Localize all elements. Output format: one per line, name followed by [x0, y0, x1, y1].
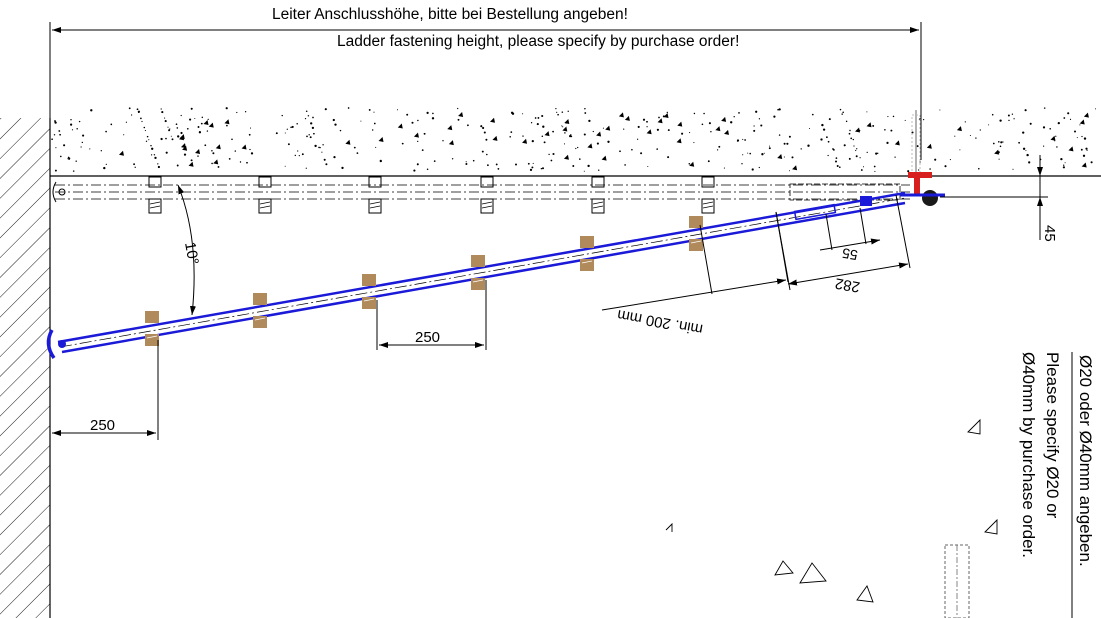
ladder-rung	[580, 236, 594, 271]
dim-45	[940, 155, 1048, 240]
dim-45-label: 45	[1041, 225, 1058, 242]
wall-hatching	[0, 118, 51, 618]
dim-55-label: 55	[841, 245, 859, 263]
angle-annotation: 10°	[177, 184, 202, 316]
wall-offset-dimension: 250	[52, 340, 159, 440]
folded-ladder	[52, 176, 910, 214]
fastening-height-note-de: Leiter Anschlusshöhe, bitte bei Bestellu…	[272, 6, 628, 23]
wall-anchor	[900, 110, 945, 206]
folded-rung	[701, 176, 715, 214]
floor-aggregate	[665, 418, 998, 603]
rung-spacing-dimension: 250	[376, 280, 487, 350]
wall-offset-label: 250	[90, 417, 115, 434]
min-clearance-label: min. 200 mm	[616, 306, 704, 338]
folded-rung	[368, 176, 382, 214]
folded-rung	[480, 176, 494, 214]
fastening-height-note-en: Ladder fastening height, please specify …	[337, 33, 740, 50]
diameter-note-en-2: Ø40mm by purchase order.	[1019, 352, 1038, 558]
ladder-rung	[145, 311, 159, 346]
folded-rung	[148, 176, 162, 214]
dim-282: 282	[775, 194, 911, 295]
concrete-ceiling	[50, 107, 1101, 177]
folded-rung	[258, 176, 272, 214]
diameter-note-de: Ø20 oder Ø40mm angeben.	[1076, 355, 1095, 567]
ladder-rung	[689, 216, 703, 251]
diameter-note-en-1: Please specify Ø20 or	[1043, 352, 1062, 519]
dim-282-label: 282	[834, 274, 862, 295]
deployed-ladder	[46, 191, 906, 360]
vertical-ladder-stub	[944, 544, 970, 618]
ladder-rung	[471, 255, 485, 290]
angle-label: 10°	[181, 241, 202, 266]
dim-55: 55	[819, 207, 881, 264]
ladder-rung	[362, 274, 376, 309]
rung-spacing-label: 250	[415, 329, 440, 346]
folded-rung	[591, 176, 605, 214]
ladder-rung	[253, 293, 267, 328]
fastening-height-dimension	[49, 22, 922, 180]
